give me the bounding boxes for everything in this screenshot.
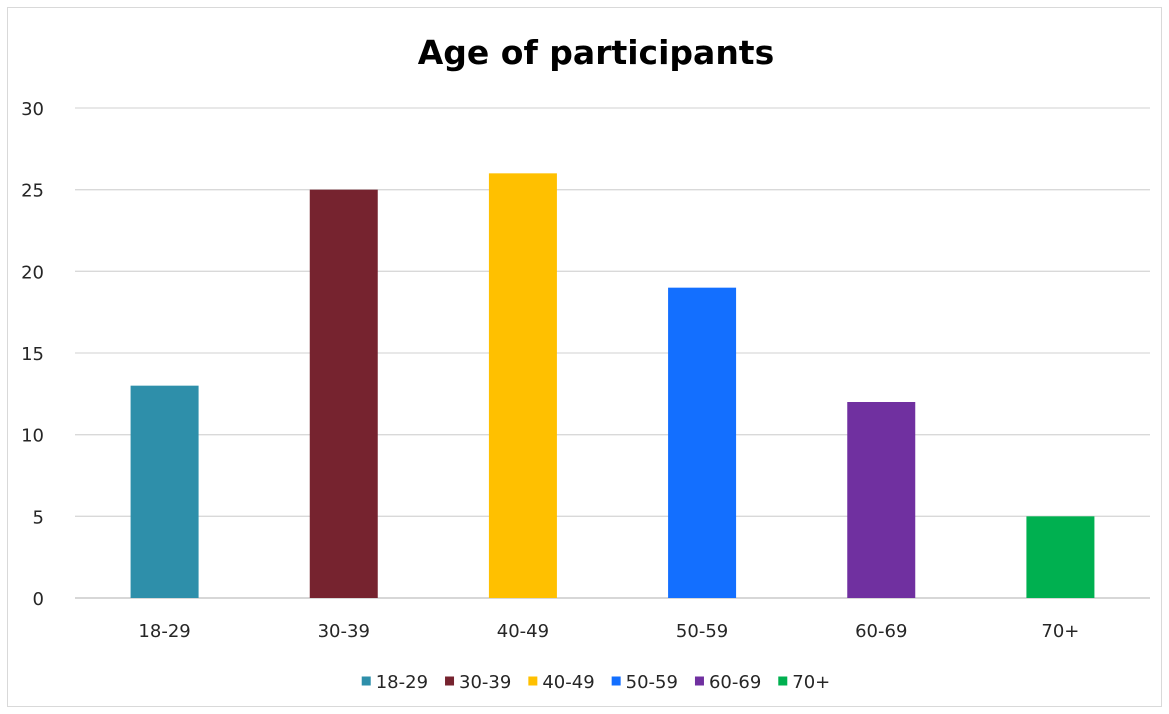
x-tick-label: 50-59 <box>676 621 728 642</box>
y-tick-label: 15 <box>21 344 44 365</box>
bar-30-39 <box>309 189 378 598</box>
legend-swatch <box>778 676 788 686</box>
legend-swatch <box>528 676 538 686</box>
x-tick-label: 70+ <box>1041 621 1079 642</box>
y-tick-label: 5 <box>33 507 44 528</box>
legend-label: 60-69 <box>709 672 761 693</box>
legend-swatch <box>611 676 621 686</box>
legend-swatch <box>445 676 455 686</box>
legend-swatch <box>694 676 704 686</box>
bar-60-69 <box>847 402 916 598</box>
legend-label: 30-39 <box>459 672 511 693</box>
legend-swatch <box>361 676 371 686</box>
legend: 18-29 30-39 40-49 50-59 60-69 70+ <box>361 672 830 693</box>
x-axis-ticks: 18-29 30-39 40-49 50-59 60-69 70+ <box>138 621 1079 642</box>
x-tick-label: 60-69 <box>855 621 907 642</box>
bar-70+ <box>1026 516 1095 598</box>
y-axis-ticks: 0 5 10 15 20 25 30 <box>21 99 44 610</box>
chart-title: Age of participants <box>418 33 774 72</box>
x-tick-label: 18-29 <box>138 621 190 642</box>
gridlines <box>75 107 1150 599</box>
bar-50-59 <box>668 287 737 598</box>
bar-40-49 <box>488 173 557 599</box>
legend-label: 50-59 <box>626 672 678 693</box>
x-tick-label: 40-49 <box>497 621 549 642</box>
y-tick-label: 0 <box>33 589 44 610</box>
y-tick-label: 10 <box>21 426 44 447</box>
y-tick-label: 25 <box>21 181 44 202</box>
bar-18-29 <box>130 385 199 598</box>
bars <box>130 173 1095 599</box>
legend-label: 18-29 <box>376 672 428 693</box>
legend-label: 70+ <box>792 672 830 693</box>
x-tick-label: 30-39 <box>318 621 370 642</box>
chart-frame <box>7 7 1162 707</box>
y-tick-label: 30 <box>21 99 44 120</box>
y-tick-label: 20 <box>21 262 44 283</box>
legend-label: 40-49 <box>542 672 594 693</box>
